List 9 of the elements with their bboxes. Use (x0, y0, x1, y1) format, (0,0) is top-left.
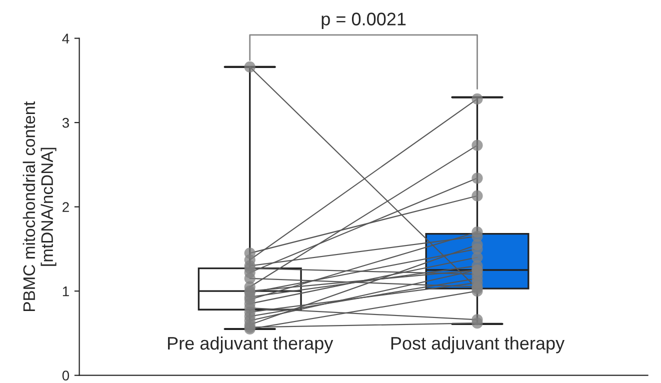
y-tick-label: 0 (62, 370, 70, 381)
y-tick-label: 4 (62, 34, 70, 44)
y-axis-title: PBMC mitochondrial content [mtDNA/ncDNA] (22, 101, 56, 312)
text: p = 0.0021 (322, 12, 406, 30)
x-tick-label: Post adjuvant therapy (391, 336, 565, 354)
y-tick-label: 2 (62, 202, 69, 212)
x-tick-label: Pre adjuvant therapy (168, 336, 334, 354)
y-tick-label: 3 (62, 118, 69, 128)
y-tick-label: 1 (62, 286, 69, 296)
